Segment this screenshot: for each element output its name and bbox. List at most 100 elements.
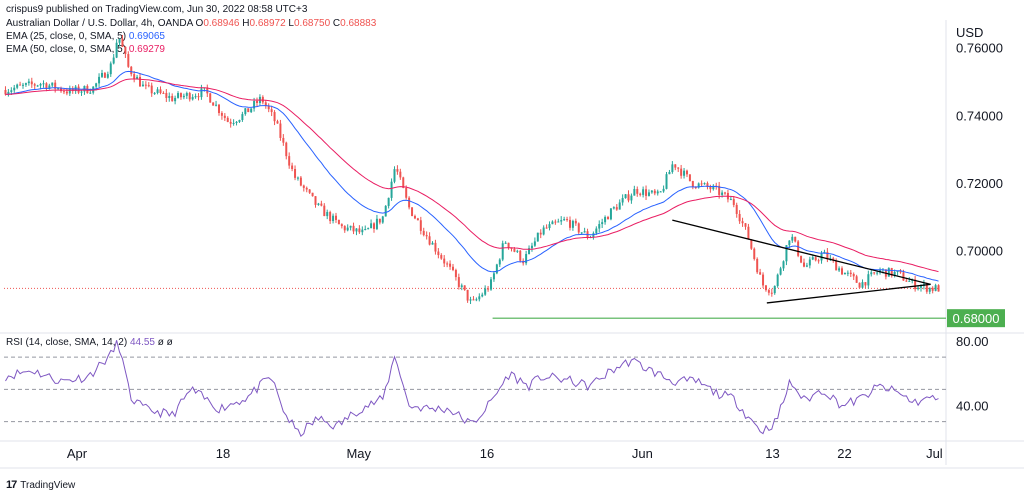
candle-body	[533, 241, 536, 246]
candle-body	[688, 174, 691, 182]
candle-body	[595, 228, 598, 234]
candle-body	[370, 223, 373, 229]
candle-body	[425, 235, 428, 237]
candle-body	[238, 120, 241, 122]
candle-body	[917, 287, 920, 290]
candle-body	[361, 229, 364, 233]
candle-body	[504, 242, 507, 244]
candle-body	[604, 217, 607, 223]
rsi-extra: ø ø	[157, 337, 173, 348]
rsi-tick-label: 40.00	[956, 399, 989, 414]
candle-body	[241, 114, 244, 121]
candle-body	[838, 268, 841, 271]
candle-body	[738, 213, 741, 222]
candle-body	[323, 205, 326, 217]
lower-trendline	[766, 283, 931, 304]
candle-body	[870, 272, 873, 275]
candle-body	[753, 248, 756, 259]
candle-body	[735, 204, 738, 214]
candle-body	[928, 287, 931, 292]
time-tick-label: Apr	[67, 446, 88, 461]
candle-body	[536, 232, 539, 242]
candle-body	[457, 277, 460, 287]
rsi-value: 44.55	[129, 337, 155, 348]
candle-body	[130, 66, 133, 75]
candle-body	[109, 63, 112, 75]
time-tick-label: Jul	[926, 446, 943, 461]
candle-body	[80, 91, 83, 93]
candle-body	[519, 250, 522, 261]
candle-body	[615, 207, 618, 210]
candle-body	[563, 219, 566, 221]
candle-body	[136, 76, 139, 80]
candle-body	[814, 257, 817, 261]
candle-body	[364, 229, 367, 231]
candle-body	[174, 97, 177, 102]
candle-body	[112, 57, 115, 64]
ema50-value: 0.69279	[128, 44, 165, 55]
candle-body	[191, 97, 194, 100]
published-caption: crispus9 published on TradingView.com, J…	[6, 4, 308, 15]
candle-body	[150, 85, 153, 94]
candle-body	[937, 285, 940, 292]
candle-body	[57, 88, 60, 90]
candle-body	[343, 226, 346, 231]
price-tick-label: 0.72000	[956, 176, 1003, 191]
candle-body	[215, 104, 218, 106]
candle-body	[121, 38, 124, 47]
candle-body	[7, 91, 10, 95]
candle-body	[62, 91, 65, 93]
candle-body	[817, 260, 820, 262]
candle-body	[931, 287, 934, 291]
price-pane	[4, 34, 946, 319]
candle-body	[352, 225, 355, 232]
candle-body	[36, 85, 39, 87]
candle-body	[460, 285, 463, 287]
time-tick-label: May	[346, 446, 371, 461]
candle-body	[185, 93, 188, 96]
time-tick-label: 22	[837, 446, 851, 461]
candle-body	[835, 260, 838, 271]
candle-body	[68, 88, 71, 94]
candle-body	[179, 93, 182, 98]
candle-body	[741, 221, 744, 224]
candle-body	[16, 84, 19, 88]
candle-body	[317, 203, 320, 205]
candle-body	[887, 268, 890, 277]
price-tick-label: 0.70000	[956, 244, 1003, 259]
upper-trendline	[672, 219, 931, 285]
candle-body	[659, 191, 662, 193]
candle-body	[612, 207, 615, 209]
candle-body	[528, 248, 531, 255]
candle-body	[764, 285, 767, 291]
rsi-legend: RSI (14, close, SMA, 14, 2) 44.55 ø ø	[6, 337, 173, 348]
candle-body	[633, 189, 636, 196]
candle-body	[683, 170, 686, 176]
candle-body	[510, 247, 513, 249]
candle-body	[811, 257, 814, 260]
candle-body	[797, 241, 800, 256]
candle-body	[405, 187, 408, 198]
candle-body	[914, 279, 917, 290]
candle-body	[934, 285, 937, 291]
candle-body	[396, 169, 399, 172]
candle-body	[188, 93, 191, 100]
candle-body	[454, 269, 457, 278]
candle-body	[118, 38, 121, 43]
candle-body	[42, 83, 45, 85]
candle-body	[387, 197, 390, 206]
candle-body	[355, 228, 358, 232]
candle-body	[440, 255, 443, 259]
candle-body	[791, 236, 794, 241]
candle-body	[346, 227, 349, 231]
candle-body	[691, 181, 694, 188]
candle-body	[466, 289, 469, 301]
candle-body	[677, 167, 680, 169]
candle-body	[925, 283, 928, 292]
candle-body	[329, 212, 332, 222]
candle-body	[308, 189, 311, 193]
candle-body	[703, 183, 706, 185]
candle-body	[721, 192, 724, 195]
ema25-legend: EMA (25, close, 0, SMA, 5) 0.69065	[6, 31, 165, 42]
